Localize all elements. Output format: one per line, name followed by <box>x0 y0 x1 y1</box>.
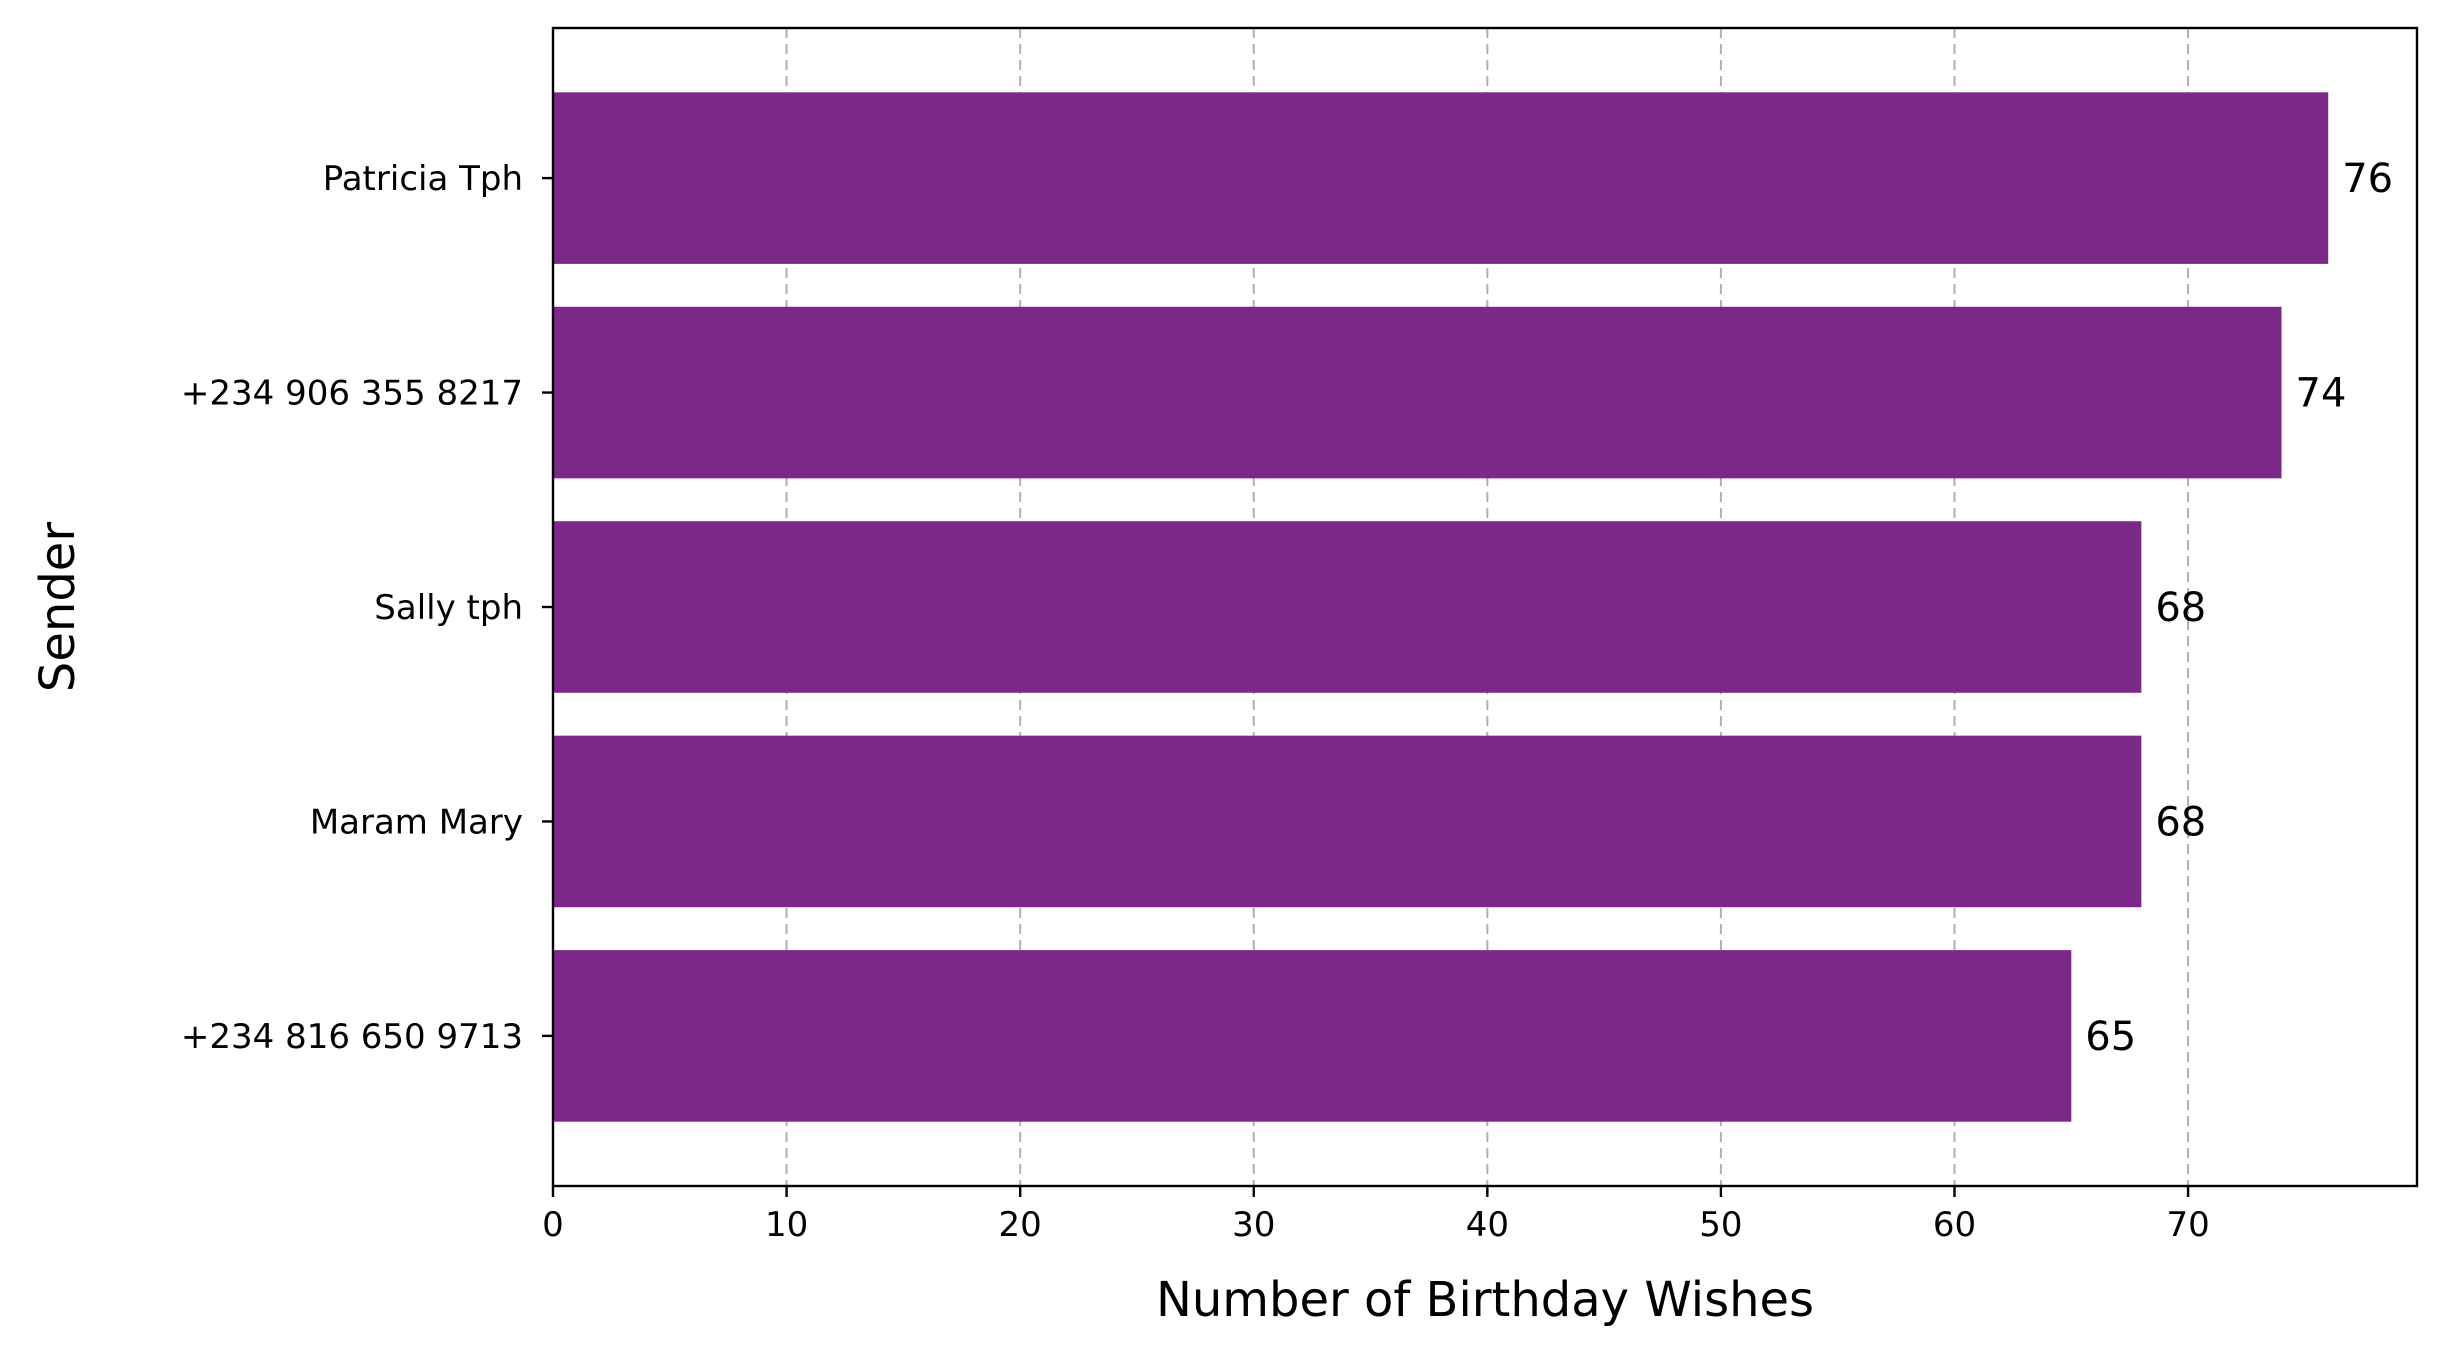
bar-value-label: 74 <box>2296 371 2347 417</box>
y-tick-label: Sally tph <box>374 588 523 628</box>
y-axis-title: Sender <box>30 522 86 692</box>
value-label-layer: 76 74 68 68 65 <box>2085 156 2393 1060</box>
bar <box>553 306 2282 479</box>
x-tick-label: 20 <box>999 1205 1042 1245</box>
x-tick-label: 50 <box>1699 1205 1742 1245</box>
bar-value-label: 68 <box>2155 585 2206 631</box>
y-tick-label: +234 906 355 8217 <box>181 374 523 414</box>
bar-value-label: 65 <box>2085 1014 2136 1060</box>
x-tick-label: 10 <box>765 1205 808 1245</box>
x-tick-label: 70 <box>2166 1205 2209 1245</box>
y-tick-label: Patricia Tph <box>323 159 523 199</box>
x-axis-title: Number of Birthday Wishes <box>1156 1272 1814 1328</box>
x-tick-label: 0 <box>542 1205 564 1245</box>
y-tick-label: Maram Mary <box>310 802 523 842</box>
x-tick-label: 40 <box>1466 1205 1509 1245</box>
bar-value-label: 68 <box>2155 799 2206 845</box>
bar <box>553 950 2072 1122</box>
bar <box>553 521 2142 693</box>
x-tick-label: 30 <box>1232 1205 1275 1245</box>
bar <box>553 735 2142 908</box>
tick-layer: 0 10 20 30 40 50 60 70 Patricia Tph +234 906 355 … <box>181 159 2210 1245</box>
bar <box>553 92 2329 264</box>
bar-layer <box>553 92 2329 1122</box>
bar-value-label: 76 <box>2342 156 2393 202</box>
x-tick-label: 60 <box>1933 1205 1976 1245</box>
y-tick-label: +234 816 650 9713 <box>181 1017 523 1057</box>
